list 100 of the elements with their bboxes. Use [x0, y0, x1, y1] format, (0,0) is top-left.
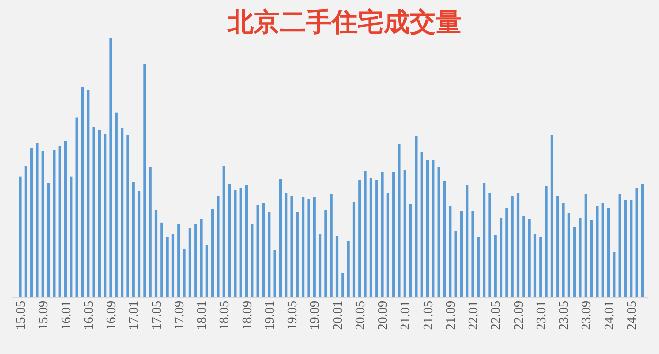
- bar: [330, 194, 333, 297]
- bar: [392, 172, 396, 297]
- bar: [110, 38, 112, 297]
- bar: [342, 273, 344, 297]
- x-tick-label: 18.01: [194, 301, 210, 330]
- bar: [104, 134, 107, 297]
- bar: [370, 178, 372, 297]
- bar: [172, 234, 175, 297]
- x-tick-label: 23.01: [533, 301, 548, 330]
- bar: [404, 170, 406, 297]
- bar: [460, 211, 463, 297]
- bar: [19, 176, 22, 297]
- bar: [302, 197, 305, 297]
- bar: [494, 235, 497, 297]
- bar: [212, 209, 214, 297]
- bar: [115, 112, 118, 297]
- bar: [386, 193, 390, 297]
- x-tick-label: 15.09: [36, 301, 51, 330]
- bar: [477, 237, 480, 297]
- bar: [443, 181, 446, 297]
- bar: [58, 146, 62, 297]
- x-tick-label: 20.09: [375, 301, 390, 330]
- bar: [160, 222, 164, 297]
- bar: [24, 166, 28, 297]
- bar: [308, 199, 310, 297]
- bar: [200, 219, 203, 297]
- bar: [540, 237, 542, 297]
- x-tick-label: 22.09: [510, 301, 526, 330]
- bar: [511, 196, 514, 297]
- bar: [584, 194, 588, 297]
- bar: [313, 197, 316, 297]
- bar: [251, 224, 254, 297]
- bar: [194, 224, 198, 297]
- x-tick-label: 17.05: [148, 301, 164, 330]
- bar: [506, 208, 508, 297]
- bar: [92, 127, 96, 297]
- bar: [324, 210, 328, 297]
- x-tick-label: 19.09: [307, 301, 322, 330]
- bar: [641, 184, 644, 297]
- bar: [126, 135, 130, 297]
- bar: [70, 176, 73, 297]
- bar: [596, 206, 599, 297]
- bar: [268, 212, 271, 297]
- bar: [562, 203, 565, 297]
- x-tick-label: 19.01: [262, 301, 277, 330]
- bar: [545, 186, 548, 297]
- bar: [516, 193, 520, 297]
- bar: [279, 179, 282, 297]
- bar: [98, 130, 101, 297]
- x-tick-label: 22.01: [466, 301, 481, 330]
- bar: [178, 224, 180, 297]
- bar: [472, 211, 474, 297]
- bar: [206, 245, 208, 297]
- x-tick-label: 21.09: [442, 301, 458, 330]
- bar: [364, 171, 367, 297]
- bar: [624, 200, 628, 297]
- x-tick-label: 24.01: [601, 301, 616, 330]
- bar: [121, 128, 124, 297]
- bar: [590, 220, 594, 297]
- x-tick-label: 19.05: [284, 301, 300, 330]
- bar: [488, 193, 492, 297]
- bar: [426, 160, 430, 297]
- bar: [347, 241, 350, 297]
- bar: [274, 250, 276, 297]
- bar: [256, 205, 260, 297]
- bar: [290, 196, 294, 297]
- bar: [376, 180, 378, 297]
- bar: [579, 218, 582, 297]
- bar: [550, 135, 554, 297]
- bar: [228, 184, 232, 297]
- bar: [636, 188, 638, 297]
- bar: [42, 151, 44, 297]
- x-tick-label: 21.05: [420, 301, 436, 330]
- bar: [381, 172, 384, 297]
- x-tick-label: 16.09: [104, 301, 118, 330]
- bar: [188, 228, 192, 297]
- x-tick-label: 16.01: [58, 301, 74, 330]
- bar: [568, 213, 570, 297]
- bar: [217, 196, 220, 297]
- x-tick-label: 18.05: [216, 301, 232, 330]
- bar: [574, 227, 576, 297]
- bar: [240, 188, 242, 297]
- chart-title: 北京二手住宅成交量: [227, 8, 462, 38]
- bar: [64, 141, 68, 297]
- bar: [483, 183, 486, 297]
- bar: [528, 219, 531, 297]
- x-tick-label: 20.05: [352, 301, 368, 330]
- bar: [296, 212, 299, 297]
- bar: [420, 152, 424, 297]
- bar: [556, 196, 560, 297]
- x-tick-label: 24.05: [624, 301, 639, 330]
- x-tick-label: 15.05: [13, 301, 28, 330]
- x-tick-label: 16.05: [80, 301, 96, 330]
- bar: [81, 87, 84, 297]
- bar: [53, 150, 56, 297]
- bar: [285, 193, 288, 297]
- bar: [432, 160, 435, 297]
- bar: [618, 194, 622, 297]
- bar: [138, 191, 141, 297]
- x-tick-label: 23.05: [556, 301, 572, 330]
